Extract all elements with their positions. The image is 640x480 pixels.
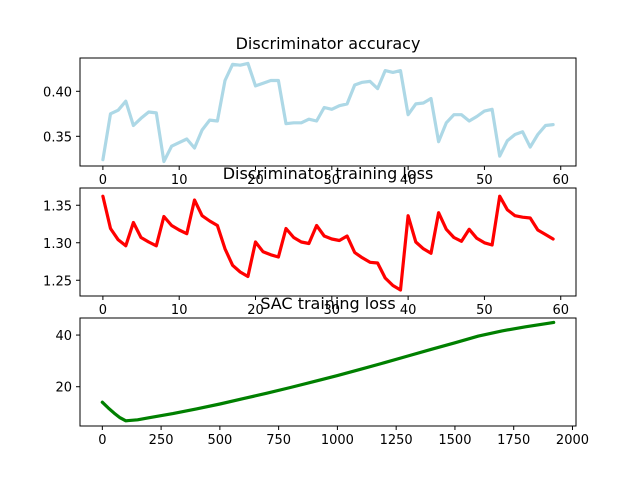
accuracy-x-tick-label: 0 <box>99 173 107 188</box>
sac-loss-y-tick-label: 40 <box>55 329 72 344</box>
accuracy-x-tick-label: 10 <box>171 173 188 188</box>
accuracy-x-tick-label: 60 <box>552 173 569 188</box>
sac-loss-x-tick-label: 1250 <box>380 433 413 448</box>
sac-loss-x-tick-label: 1000 <box>321 433 354 448</box>
sac-loss-x-tick-label: 250 <box>149 433 174 448</box>
sac-loss-x-tick-label: 0 <box>98 433 106 448</box>
accuracy-y-tick-label: 0.40 <box>43 85 72 100</box>
disc-loss-title: Discriminator training loss <box>223 164 434 183</box>
disc-loss-x-tick-label: 40 <box>400 303 417 318</box>
sac-loss-x-tick-label: 500 <box>207 433 232 448</box>
accuracy-title: Discriminator accuracy <box>236 34 421 53</box>
sac-loss-y-tick-label: 20 <box>55 381 72 396</box>
sac-loss-x-tick-label: 1750 <box>497 433 530 448</box>
disc-loss-x-tick-label: 50 <box>476 303 493 318</box>
disc-loss-y-tick-label: 1.35 <box>43 199 72 214</box>
accuracy-x-tick-label: 50 <box>476 173 493 188</box>
disc-loss-x-tick-label: 0 <box>99 303 107 318</box>
sac-loss-x-tick-label: 2000 <box>556 433 589 448</box>
disc-loss-y-tick-label: 1.25 <box>43 274 72 289</box>
disc-loss-x-tick-label: 60 <box>552 303 569 318</box>
sac-loss-x-tick-label: 750 <box>266 433 291 448</box>
sac-loss-x-tick-label: 1500 <box>438 433 471 448</box>
accuracy-y-tick-label: 0.35 <box>43 130 72 145</box>
disc-loss-x-tick-label: 10 <box>171 303 188 318</box>
sac-loss-title: SAC training loss <box>260 294 395 313</box>
disc-loss-y-tick-label: 1.30 <box>43 237 72 252</box>
